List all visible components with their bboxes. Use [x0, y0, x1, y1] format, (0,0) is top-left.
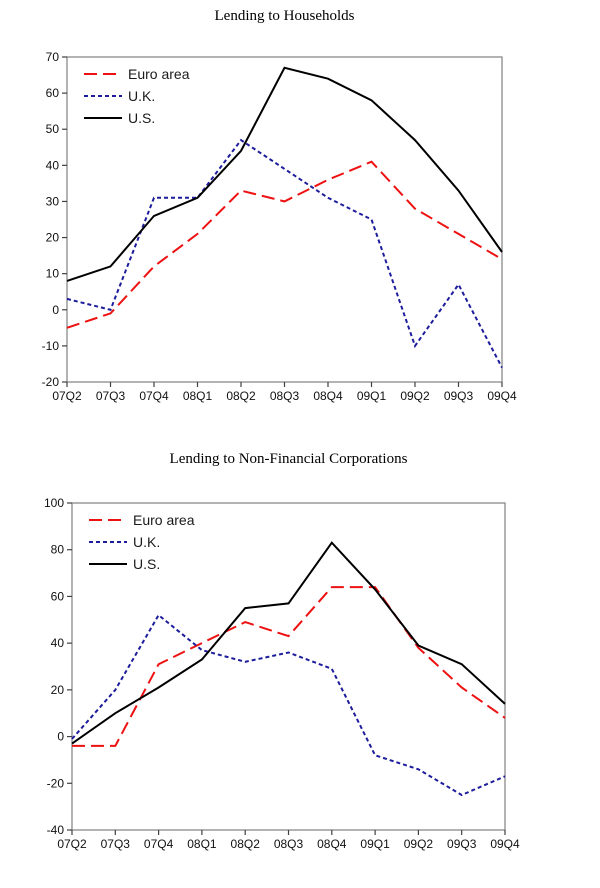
x-tick-label: 09Q3	[444, 389, 474, 403]
y-tick-label: 40	[46, 158, 60, 172]
plot-frame	[66, 56, 503, 383]
x-tick-label: 09Q2	[404, 837, 434, 851]
x-tick-label: 08Q4	[317, 837, 347, 851]
x-tick-label: 09Q1	[360, 837, 390, 851]
x-tick-label: 08Q1	[183, 389, 213, 403]
x-tick-label: 07Q4	[139, 389, 169, 403]
series-line-u-s	[66, 66, 503, 282]
x-tick-label: 09Q4	[490, 837, 520, 851]
x-tick-label: 07Q3	[101, 837, 131, 851]
series-line-u-k	[71, 613, 506, 797]
x-tick-label: 08Q1	[187, 837, 217, 851]
legend-label-u-k: U.K.	[128, 88, 155, 104]
x-tick-label: 08Q2	[231, 837, 261, 851]
y-tick-label: 20	[46, 231, 60, 245]
x-tick-label: 08Q4	[313, 389, 343, 403]
y-tick-label: 30	[46, 194, 60, 208]
x-tick-label: 07Q3	[96, 389, 126, 403]
y-tick-label: 100	[44, 496, 64, 510]
x-tick-label: 07Q2	[52, 389, 82, 403]
series-line-euro-area	[66, 160, 503, 329]
y-tick-label: -10	[42, 339, 60, 353]
y-tick-label: -40	[47, 823, 65, 837]
y-tick-label: 70	[46, 50, 60, 64]
y-tick-label: 10	[46, 267, 60, 281]
chart-title: Lending to Non-Financial Corporations	[170, 451, 408, 467]
legend-label-u-s: U.S.	[128, 110, 155, 126]
x-tick-label: 09Q3	[447, 837, 477, 851]
y-tick-label: 20	[51, 683, 65, 697]
y-tick-label: 0	[52, 303, 59, 317]
legend-label-euro-area: Euro area	[133, 512, 195, 528]
y-tick-label: -20	[42, 375, 60, 389]
y-tick-label: 0	[57, 730, 64, 744]
x-tick-label: 08Q3	[274, 837, 304, 851]
chart-title: Lending to Households	[215, 8, 355, 24]
y-tick-label: 50	[46, 122, 60, 136]
x-tick-label: 09Q2	[400, 389, 430, 403]
x-tick-label: 07Q4	[144, 837, 174, 851]
x-tick-label: 09Q4	[487, 389, 517, 403]
plot-frame	[71, 502, 506, 831]
series-line-euro-area	[72, 586, 506, 747]
x-tick-label: 08Q3	[270, 389, 300, 403]
y-tick-label: 60	[51, 589, 65, 603]
y-tick-label: 60	[46, 86, 60, 100]
y-tick-label: 80	[51, 543, 65, 557]
series-line-u-k	[66, 138, 503, 369]
legend-label-euro-area: Euro area	[128, 66, 190, 82]
series-line-u-s	[71, 541, 506, 745]
x-tick-label: 08Q2	[226, 389, 256, 403]
y-tick-label: 40	[51, 636, 65, 650]
x-tick-label: 07Q2	[57, 837, 87, 851]
x-tick-label: 09Q1	[357, 389, 387, 403]
y-tick-label: -20	[47, 776, 65, 790]
legend-label-u-s: U.S.	[133, 556, 160, 572]
legend-label-u-k: U.K.	[133, 534, 160, 550]
